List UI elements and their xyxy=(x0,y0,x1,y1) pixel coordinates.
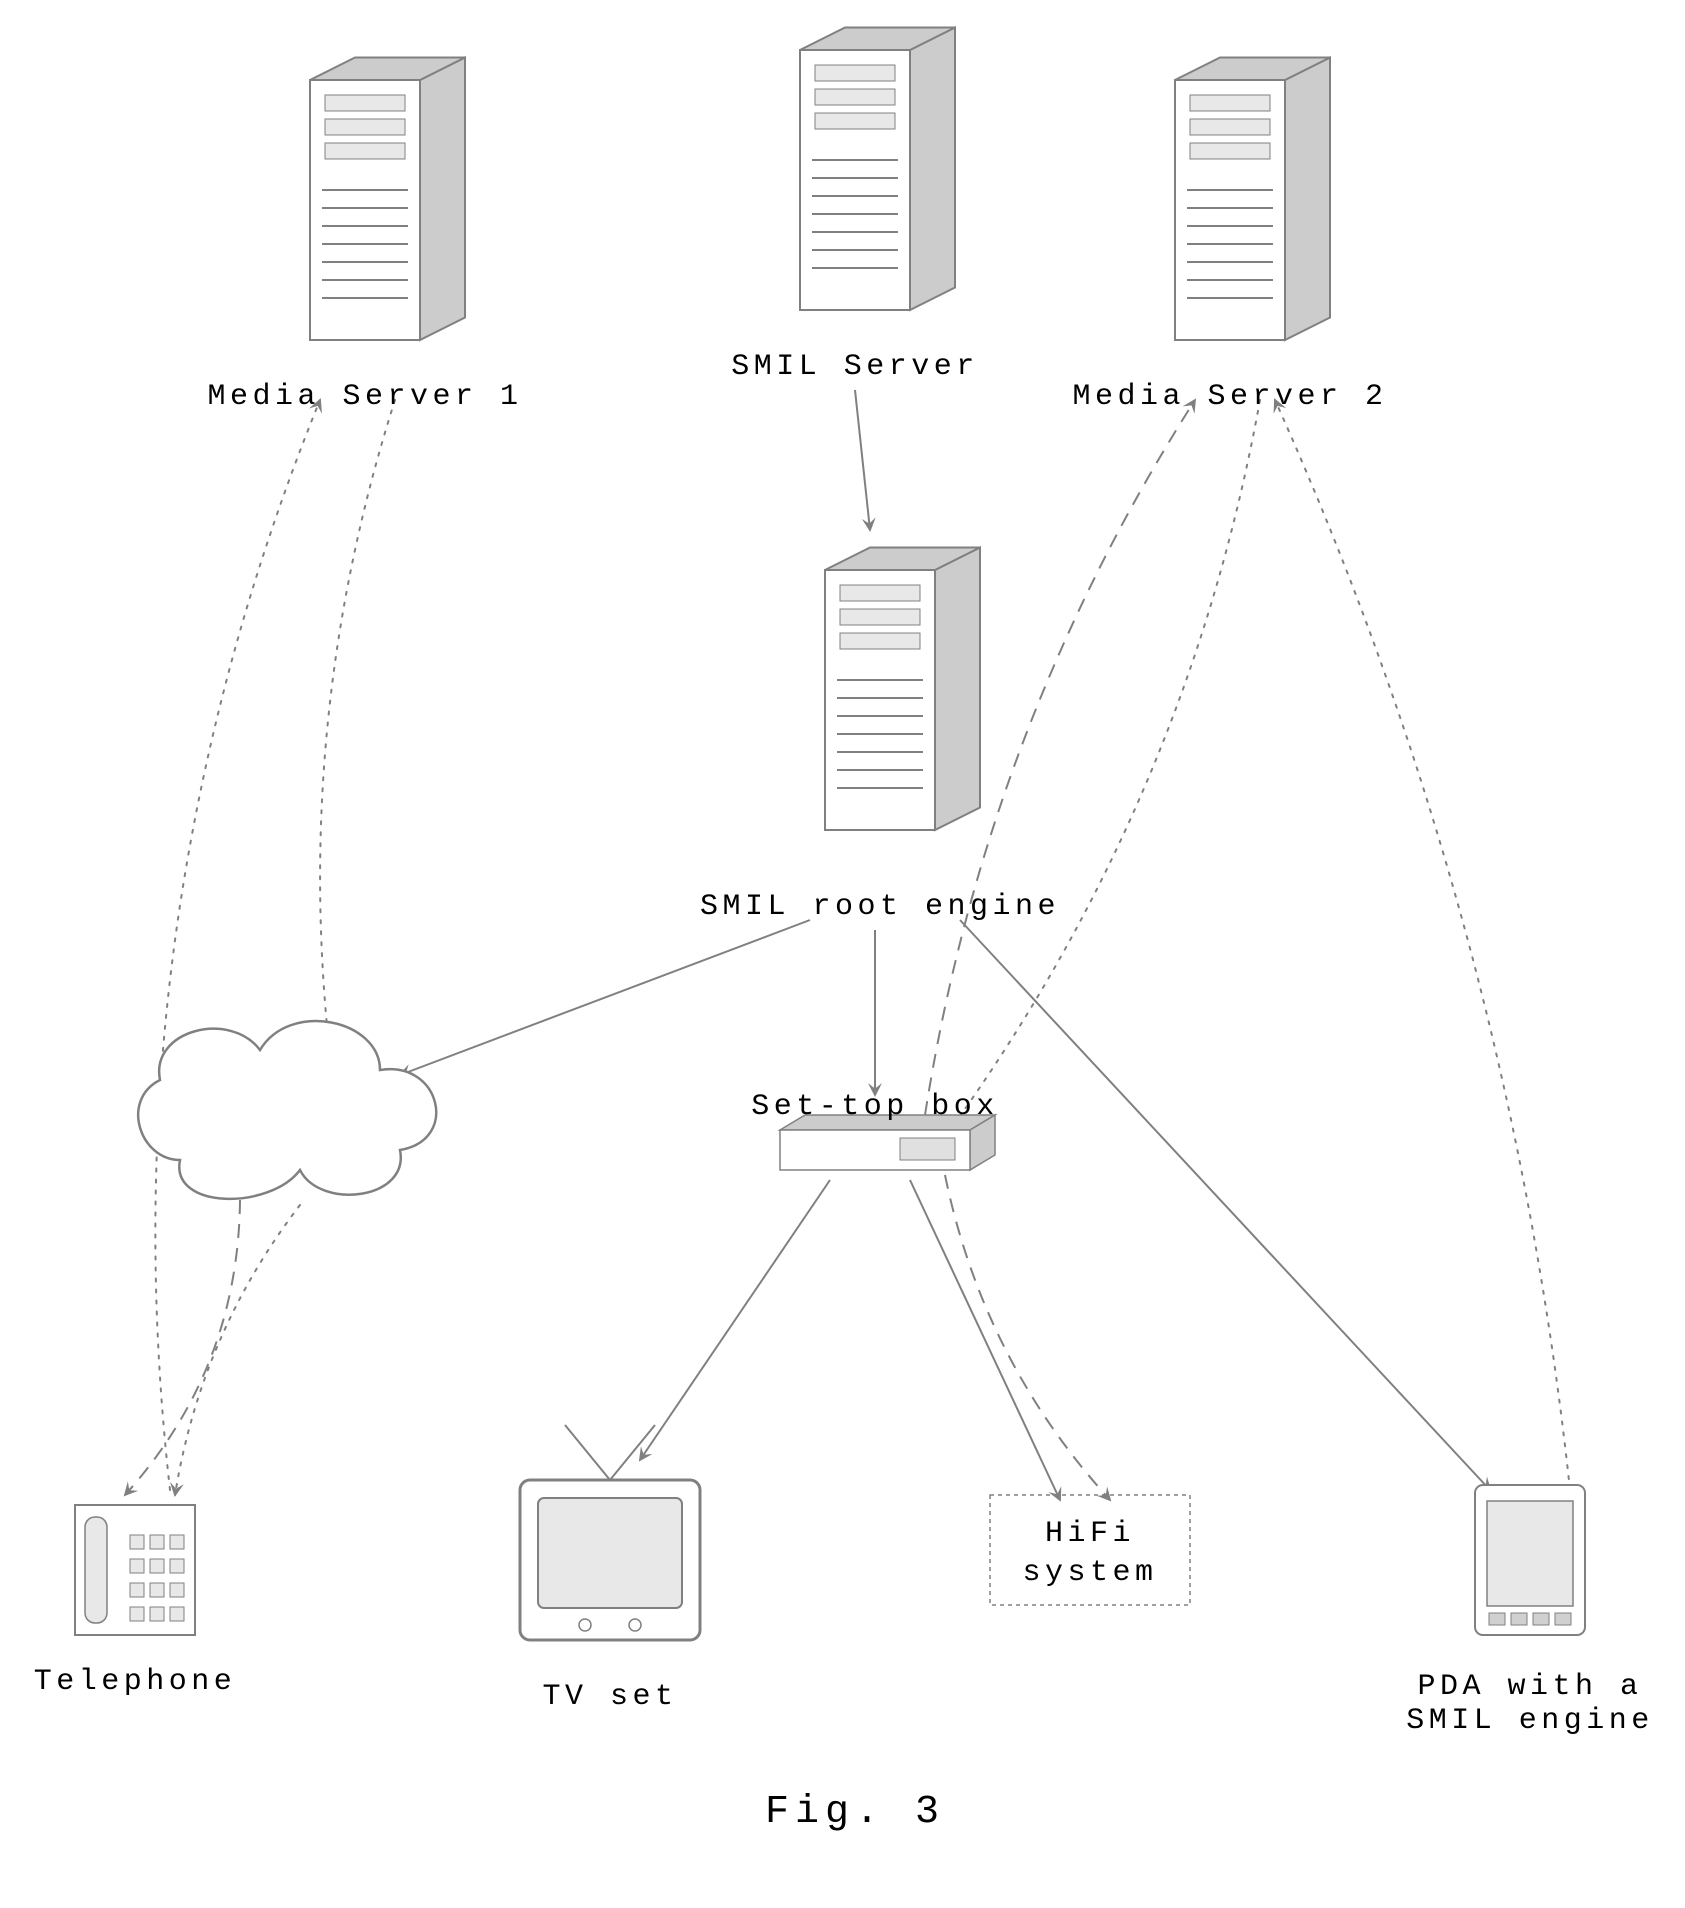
label-smil_server: SMIL Server xyxy=(731,350,979,384)
diagram-canvas: Media Server 1 SMIL Server Media Server 2 S… xyxy=(0,0,1685,1908)
label-hifi: HiFi system xyxy=(1022,1515,1157,1593)
node-media_server_2 xyxy=(1175,58,1330,341)
label-telephone: Telephone xyxy=(34,1665,237,1699)
node-tv xyxy=(520,1425,700,1640)
figure-label: Fig. 3 xyxy=(765,1790,945,1835)
label-media_server_1: Media Server 1 xyxy=(207,380,522,414)
label-media_server_2: Media Server 2 xyxy=(1072,380,1387,414)
node-media_server_1 xyxy=(310,58,465,341)
label-settop: Set-top box xyxy=(751,1090,999,1124)
label-pda: PDA with a SMIL engine xyxy=(1406,1670,1654,1738)
label-smil_root: SMIL root engine xyxy=(700,890,1060,924)
node-smil_server xyxy=(800,28,955,311)
label-tv: TV set xyxy=(542,1680,677,1714)
node-smil_root xyxy=(825,548,980,831)
edges-layer xyxy=(0,0,1685,1908)
node-pda xyxy=(1475,1485,1585,1635)
node-cloud xyxy=(138,1021,436,1199)
node-telephone xyxy=(75,1505,195,1635)
